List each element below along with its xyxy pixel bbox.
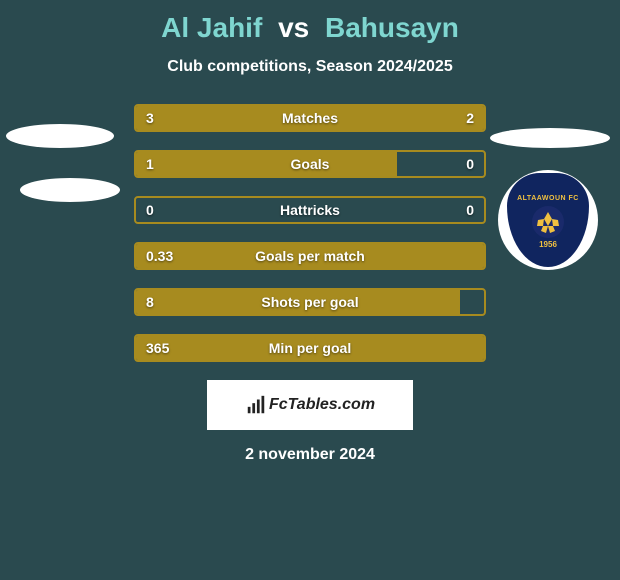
left-ellipse-1 xyxy=(6,124,114,148)
stat-row: 8Shots per goal xyxy=(134,288,486,316)
vs-text: vs xyxy=(278,12,309,43)
stat-row: 3Matches2 xyxy=(134,104,486,132)
subtitle: Club competitions, Season 2024/2025 xyxy=(0,58,620,76)
stat-row: 365Min per goal xyxy=(134,334,486,362)
right-ellipse xyxy=(490,128,610,148)
stat-label: Matches xyxy=(136,110,484,126)
stat-label: Goals xyxy=(136,156,484,172)
club-badge-year: 1956 xyxy=(539,240,557,249)
brand-text: FcTables.com xyxy=(269,396,375,414)
club-badge-shield: ALTAAWOUN FC 1956 xyxy=(507,173,589,267)
stat-row: 1Goals0 xyxy=(134,150,486,178)
club-badge: ALTAAWOUN FC 1956 xyxy=(498,170,598,270)
chart-icon xyxy=(245,394,267,416)
club-badge-ball-icon xyxy=(532,206,564,238)
stats-list: 3Matches21Goals00Hattricks00.33Goals per… xyxy=(134,104,486,362)
date-text: 2 november 2024 xyxy=(0,446,620,464)
club-badge-name: ALTAAWOUN FC xyxy=(517,195,579,202)
stat-right-value: 2 xyxy=(466,110,474,126)
comparison-card: Al Jahif vs Bahusayn Club competitions, … xyxy=(0,0,620,580)
stat-label: Goals per match xyxy=(136,248,484,264)
stat-right-value: 0 xyxy=(466,202,474,218)
title: Al Jahif vs Bahusayn xyxy=(0,0,620,44)
left-ellipse-2 xyxy=(20,178,120,202)
stat-label: Shots per goal xyxy=(136,294,484,310)
stat-label: Hattricks xyxy=(136,202,484,218)
player1-name: Al Jahif xyxy=(161,12,262,43)
stat-row: 0.33Goals per match xyxy=(134,242,486,270)
brand-box[interactable]: FcTables.com xyxy=(207,380,413,430)
stat-row: 0Hattricks0 xyxy=(134,196,486,224)
stat-right-value: 0 xyxy=(466,156,474,172)
player2-name: Bahusayn xyxy=(325,12,459,43)
stat-label: Min per goal xyxy=(136,340,484,356)
